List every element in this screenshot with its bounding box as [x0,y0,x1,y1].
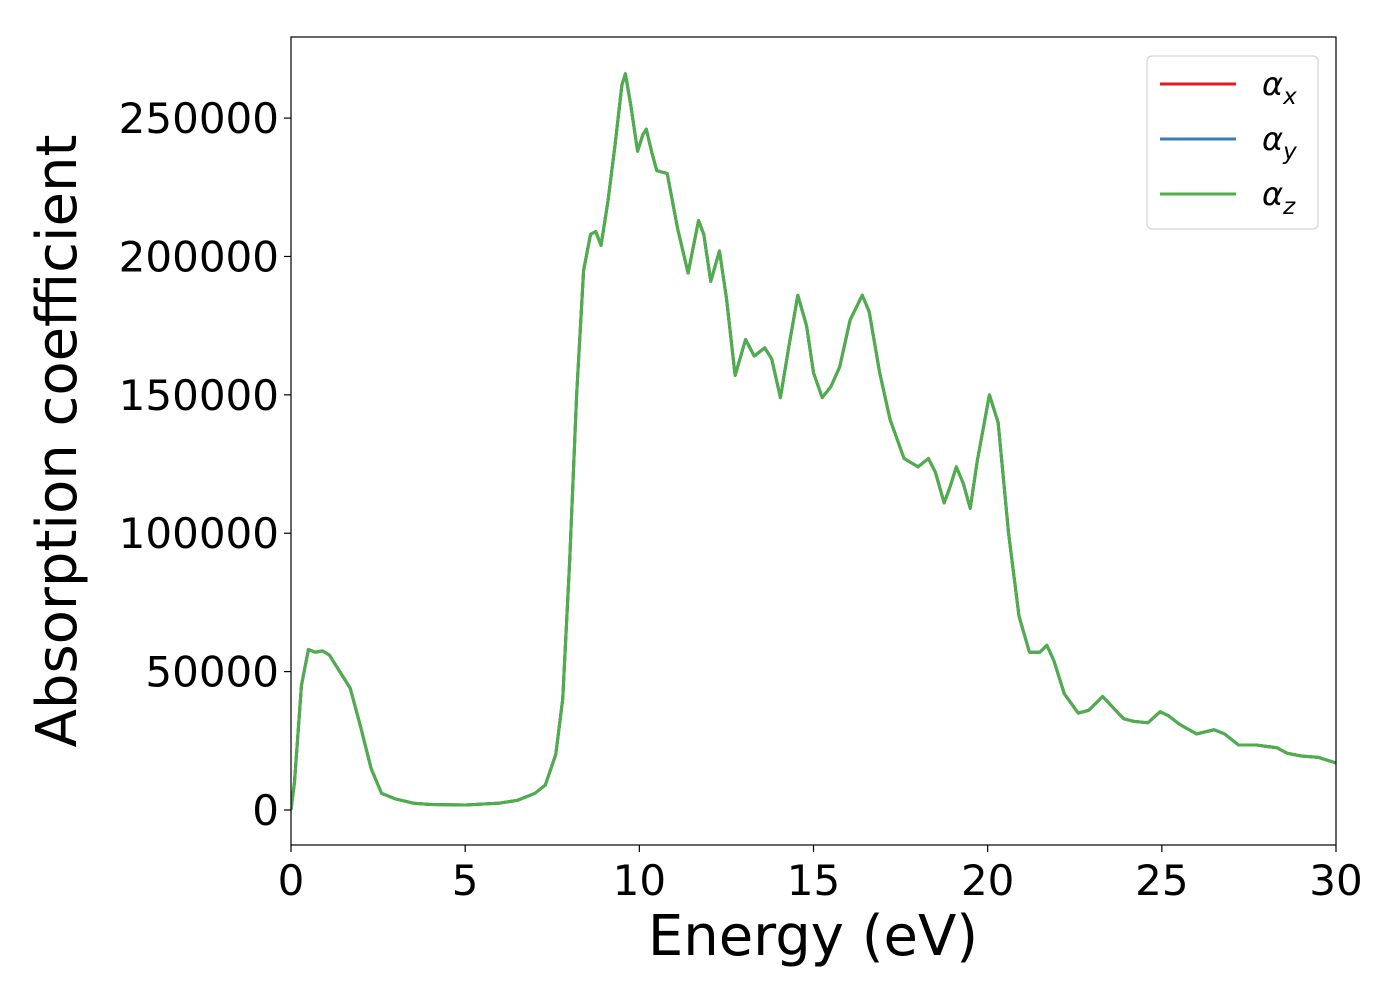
y-tick-label: 150000 [119,371,279,420]
y-tick-label: 50000 [145,648,279,697]
y-tick-label: 250000 [119,94,279,143]
x-tick-label: 15 [787,856,840,905]
legend-label: αy [1262,120,1297,165]
legend-label: αz [1262,175,1296,220]
x-tick-label: 20 [961,856,1014,905]
x-tick-label: 30 [1309,856,1362,905]
legend: αx αy αz [1146,55,1319,230]
plot-area [291,72,1336,811]
x-tick-label: 25 [1135,856,1188,905]
y-tick-label: 100000 [119,509,279,558]
x-tick-label: 10 [613,856,666,905]
legend-box [1146,55,1319,230]
legend-label: αx [1262,65,1297,110]
x-tick-label: 5 [452,856,479,905]
x-axis-label: Energy (eV) [648,904,978,969]
y-tick-label: 0 [252,786,279,835]
y-tick-label: 200000 [119,232,279,281]
y-axis-label: Absorption coefficient [25,135,90,748]
series-line [291,72,1336,811]
x-tick-label: 0 [278,856,305,905]
